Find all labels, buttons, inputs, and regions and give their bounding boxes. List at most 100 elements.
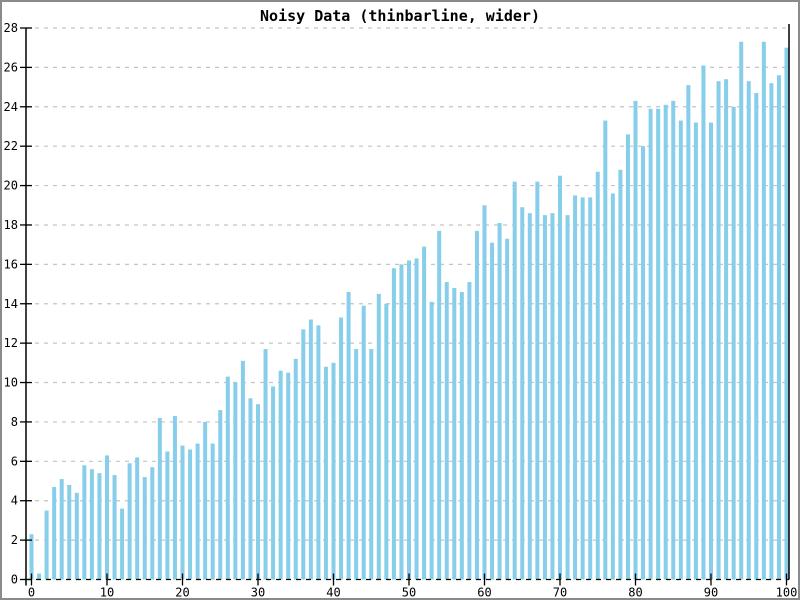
bar-37 [308, 319, 313, 580]
bar-92 [724, 79, 729, 580]
bar-100 [784, 47, 789, 580]
bar-9 [97, 473, 102, 580]
bar-6 [74, 492, 79, 580]
bar-22 [195, 443, 200, 580]
bar-35 [293, 358, 298, 580]
bar-26 [225, 376, 230, 580]
y-tick-label: 28 [4, 21, 18, 35]
y-tick-label: 18 [4, 218, 18, 232]
bar-66 [527, 213, 532, 580]
bar-98 [769, 83, 774, 580]
x-tick-label: 60 [477, 586, 491, 600]
bar-80 [633, 100, 638, 580]
bar-49 [399, 264, 404, 580]
bar-5 [67, 484, 72, 580]
bar-79 [625, 134, 630, 580]
bar-91 [716, 81, 721, 580]
bar-21 [188, 449, 193, 580]
bar-32 [271, 386, 276, 580]
x-tick-label: 0 [28, 586, 35, 600]
bar-19 [172, 416, 177, 580]
bar-17 [157, 417, 162, 580]
bar-86 [678, 120, 683, 580]
bar-58 [467, 282, 472, 580]
y-tick-label: 20 [4, 179, 18, 193]
bar-38 [316, 325, 321, 580]
bar-64 [512, 181, 517, 580]
bar-8 [89, 469, 94, 580]
x-tick-label: 30 [251, 586, 265, 600]
bar-11 [112, 475, 117, 580]
bar-72 [573, 195, 578, 580]
bar-94 [739, 41, 744, 580]
bar-51 [414, 258, 419, 580]
bar-14 [135, 457, 140, 580]
bar-45 [369, 349, 374, 580]
x-tick-label: 50 [402, 586, 416, 600]
bar-16 [150, 467, 155, 580]
bar-68 [542, 215, 547, 580]
bar-0 [29, 534, 34, 580]
bar-73 [580, 197, 585, 580]
bar-24 [210, 443, 215, 580]
bar-81 [641, 146, 646, 580]
bar-1 [37, 573, 42, 580]
bar-13 [127, 463, 132, 580]
bar-97 [761, 41, 766, 580]
bar-40 [331, 362, 336, 580]
bar-93 [731, 106, 736, 580]
bar-76 [603, 120, 608, 580]
bar-99 [776, 75, 781, 580]
bar-33 [278, 370, 283, 580]
bar-77 [610, 193, 615, 580]
x-axis-ticks: 0 10 20 30 40 50 60 70 80 90 100 [28, 573, 798, 600]
bar-29 [248, 398, 253, 580]
x-tick-label: 10 [100, 586, 114, 600]
bar-87 [686, 85, 691, 580]
bar-50 [407, 260, 411, 580]
bar-59 [474, 230, 479, 580]
bar-55 [444, 282, 449, 580]
x-tick-label: 100 [776, 586, 798, 600]
bar-47 [384, 303, 389, 580]
bar-53 [429, 301, 434, 580]
bar-12 [120, 508, 125, 580]
bar-41 [339, 317, 344, 580]
y-tick-label: 0 [11, 573, 18, 587]
bar-10 [105, 455, 109, 580]
axes [25, 24, 790, 586]
bar-20 [180, 445, 185, 580]
chart-title: Noisy Data (thinbarline, wider) [260, 7, 540, 25]
bar-25 [218, 410, 223, 580]
y-tick-label: 26 [4, 60, 18, 74]
bar-75 [595, 171, 600, 580]
y-tick-label: 2 [11, 533, 18, 547]
bar-30 [256, 404, 260, 580]
bar-74 [588, 197, 593, 580]
bar-82 [648, 108, 653, 580]
bar-48 [391, 268, 396, 580]
bar-78 [618, 169, 623, 580]
bar-46 [376, 293, 381, 580]
bar-65 [520, 207, 525, 580]
bar-90 [709, 122, 713, 580]
x-tick-label: 90 [704, 586, 718, 600]
bar-56 [452, 287, 457, 580]
y-tick-label: 24 [4, 100, 18, 114]
bar-88 [693, 122, 698, 580]
bar-85 [671, 100, 676, 580]
bar-42 [346, 291, 351, 580]
y-tick-label: 10 [4, 376, 18, 390]
x-tick-label: 70 [553, 586, 567, 600]
bar-70 [558, 175, 562, 580]
bar-36 [301, 329, 306, 580]
bar-61 [490, 242, 495, 580]
x-tick-label: 40 [326, 586, 340, 600]
x-tick-label: 80 [628, 586, 642, 600]
y-tick-label: 6 [11, 454, 18, 468]
bar-84 [663, 104, 668, 580]
bar-3 [52, 486, 57, 580]
bar-60 [482, 205, 487, 580]
bar-57 [459, 291, 464, 580]
